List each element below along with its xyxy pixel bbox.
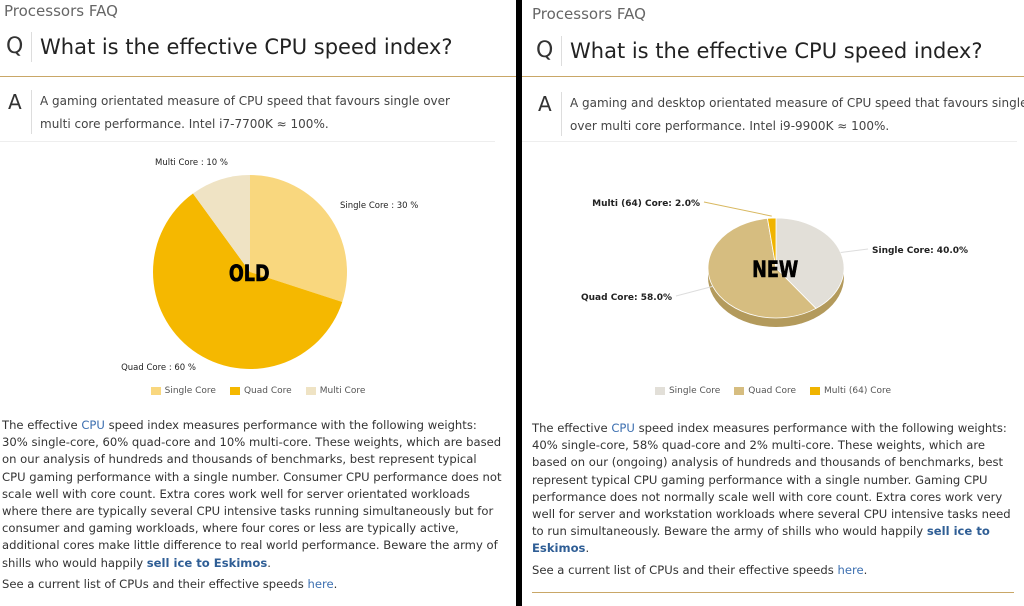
pie-slice-multi-core [192,175,250,272]
question-title: What is the effective CPU speed index? [570,39,983,63]
pie-slice-single-core [775,217,845,309]
answer-row: A A gaming and desktop orientated measur… [538,92,1024,138]
answer-row: A A gaming orientated measure of CPU spe… [8,90,480,136]
chart-legend: Single Core Quad Core Multi (64) Core [522,386,1024,396]
divider [532,592,1014,593]
body-text: . [585,541,590,556]
see-text: See a current list of CPUs and their eff… [532,563,838,577]
a-letter: A [8,90,32,134]
see-text: See a current list of CPUs and their eff… [2,577,308,591]
pie-slice-quad-core [152,193,343,370]
divider [0,141,495,142]
see-end: . [863,563,868,577]
question-title: What is the effective CPU speed index? [40,35,453,59]
legend-label: Single Core [668,386,721,396]
legend-swatch [150,386,161,395]
body-paragraph: The effective CPU speed index measures p… [2,417,502,572]
divider [0,76,516,77]
see-list-text: See a current list of CPUs and their eff… [2,577,337,591]
legend-label: Single Core [164,386,216,396]
legend-item[interactable]: Multi Core [305,386,366,396]
legend-item[interactable]: Multi (64) Core [810,386,891,396]
data-label: Single Core: 40.0% [872,246,968,256]
label-connector [675,285,713,297]
body-text: . [267,555,271,570]
data-label: Quad Core: 58.0% [581,293,672,303]
pie-slice-multi-64-core [767,217,777,269]
overlay-label: OLD [229,261,270,286]
data-label: Quad Core : 60 % [121,363,196,373]
here-link[interactable]: here [307,577,334,591]
answer-text: A gaming and desktop orientated measure … [570,96,1024,133]
legend-swatch [654,386,665,395]
a-letter: A [538,92,562,136]
legend-item[interactable]: Single Core [150,386,216,396]
legend-swatch [305,386,316,395]
see-list-text: See a current list of CPUs and their eff… [532,563,867,577]
data-label: Single Core : 30 % [340,201,418,211]
body-paragraph: The effective CPU speed index measures p… [532,420,1022,558]
legend-item[interactable]: Single Core [654,386,721,396]
body-text: speed index measures performance with th… [2,418,502,570]
body-text: The effective [2,418,82,432]
pie-chart: Single Core : 30 % Quad Core : 60 % Multi … [121,158,418,373]
see-end: . [333,577,338,591]
pie-slice-quad-core [707,217,817,319]
cpu-link[interactable]: CPU [81,418,105,432]
new-faq-panel: Processors FAQ Q What is the effective C… [522,0,1024,606]
eskimos-link[interactable]: sell ice to Eskimos [532,524,990,556]
label-connector [703,201,772,217]
chart-legend: Single Core Quad Core Multi Core [0,386,516,396]
legend-label: Multi Core [319,386,366,396]
answer-text: A gaming orientated measure of CPU speed… [40,94,450,131]
pie-chart: Single Core: 40.0% Quad Core: 58.0% Multi … [581,199,968,327]
cpu-link[interactable]: CPU [611,421,635,435]
pie-slice-single-core [250,175,347,302]
legend-label: Quad Core [243,386,292,396]
body-text: speed index measures performance with th… [532,421,1011,539]
data-label: Multi Core : 10 % [155,158,228,168]
legend-swatch [734,386,745,395]
q-letter: Q [536,36,562,66]
breadcrumb[interactable]: Processors FAQ [532,5,646,23]
breadcrumb[interactable]: Processors FAQ [4,2,118,20]
divider [522,141,1017,142]
label-connector [840,248,869,254]
overlay-label: NEW [752,257,798,282]
legend-swatch [810,386,821,395]
legend-item[interactable]: Quad Core [229,386,292,396]
data-label: Multi (64) Core: 2.0% [592,199,700,209]
q-letter: Q [6,32,32,62]
question-row: Q What is the effective CPU speed index? [536,36,982,66]
body-text: The effective [532,421,612,435]
eskimos-link[interactable]: sell ice to Eskimos [146,555,268,570]
legend-label: Quad Core [748,386,797,396]
legend-item[interactable]: Quad Core [734,386,796,396]
legend-swatch [229,386,240,395]
question-row: Q What is the effective CPU speed index? [6,32,452,62]
here-link[interactable]: here [837,563,864,577]
divider [522,76,1024,77]
legend-label: Multi (64) Core [824,386,892,396]
old-faq-panel: Processors FAQ Q What is the effective C… [0,0,516,606]
